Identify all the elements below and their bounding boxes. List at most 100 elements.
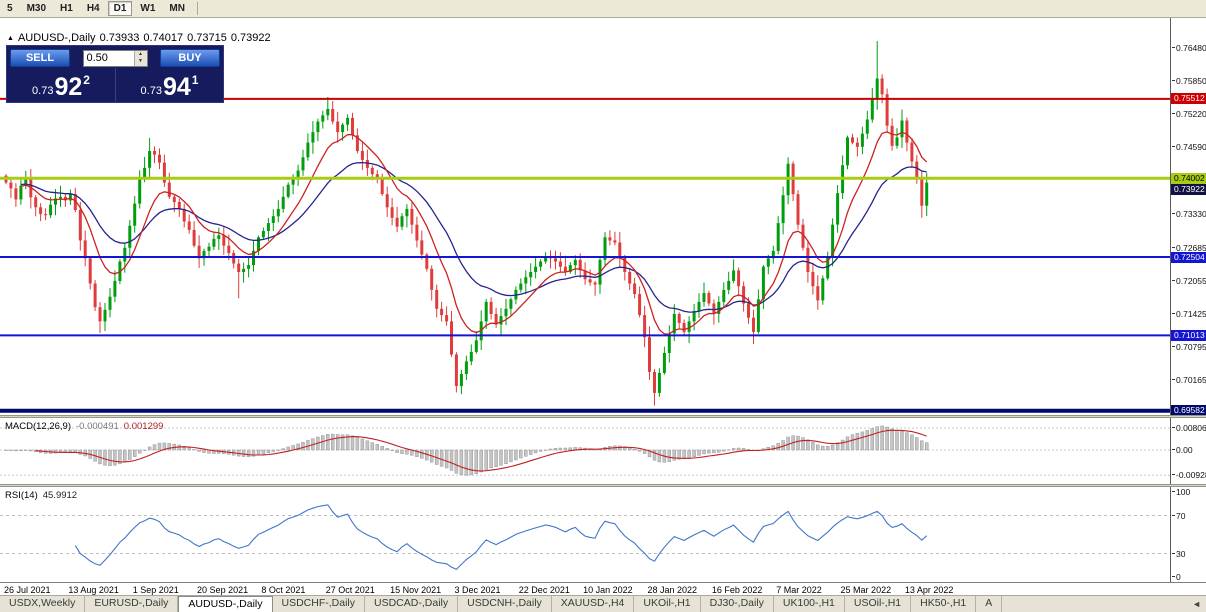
rsi-axis: 100 70 30 0	[1170, 487, 1206, 582]
timeframe-button-5[interactable]: 5	[1, 1, 19, 16]
chart-tab-audusd-daily[interactable]: AUDUSD-,Daily	[178, 596, 273, 612]
price-tick-label: 0.75220	[1172, 109, 1206, 119]
macd-axis: 0.00806 0.00 -0.00928	[1170, 418, 1206, 484]
sell-price-prefix: 0.73	[32, 85, 54, 97]
chart-tab-eurusd-daily[interactable]: EURUSD-,Daily	[85, 596, 179, 612]
chart-title: ▲ AUDUSD-,Daily 0.73933 0.74017 0.73715 0.739…	[7, 32, 271, 44]
date-axis-label: 13 Aug 2021	[68, 585, 119, 595]
rsi-value: 45.9912	[42, 490, 78, 501]
date-axis-label: 15 Nov 2021	[390, 585, 442, 595]
date-axis-label: 25 Mar 2022	[840, 585, 892, 595]
ohlc-open: 0.73933	[99, 32, 140, 44]
timeframe-button-h4[interactable]: H4	[81, 1, 106, 16]
date-axis[interactable]: 26 Jul 2021 13 Aug 2021 1 Sep 2021 20 Sep 2…	[0, 582, 1206, 595]
chart-symbol-period: AUDUSD-,Daily	[17, 32, 96, 44]
buy-price-quote[interactable]: 0.73 94 1	[115, 68, 223, 102]
toolbar-separator	[196, 2, 198, 15]
date-axis-label: 8 Oct 2021	[261, 585, 306, 595]
macd-name: MACD(12,26,9)	[5, 421, 71, 432]
rsi-indicator-label: RSI(14) 45.9912	[5, 490, 77, 501]
timeframe-button-mn[interactable]: MN	[163, 1, 191, 16]
macd-axis-label: 0.00	[1172, 445, 1193, 455]
one-click-collapse-icon[interactable]: ▲	[7, 35, 14, 42]
timeframe-button-h1[interactable]: H1	[54, 1, 79, 16]
chart-tab-usdx-weekly[interactable]: USDX,Weekly	[0, 596, 86, 612]
date-axis-label: 3 Dec 2021	[454, 585, 501, 595]
date-axis-label: 1 Sep 2021	[132, 585, 179, 595]
date-axis-label: 20 Sep 2021	[197, 585, 249, 595]
buy-price-big: 94	[162, 73, 191, 101]
panel-splitter[interactable]	[0, 484, 1206, 487]
tab-scroll-left-button[interactable]: ◄	[1190, 599, 1203, 609]
price-tick-label: 0.71425	[1172, 309, 1206, 319]
macd-axis-label: -0.00928	[1172, 470, 1206, 480]
price-tick-label: 0.73330	[1172, 209, 1206, 219]
rsi-panel-canvas[interactable]	[0, 487, 1170, 582]
date-axis-label: 10 Jan 2022	[583, 585, 633, 595]
panel-splitter[interactable]	[0, 415, 1206, 418]
one-click-trading-panel: SELL ▲ ▼ BUY 0.73 92 2 0.73 94 1	[6, 45, 224, 103]
sell-price-sup: 2	[83, 73, 90, 87]
chart-tab-usdcnh-daily[interactable]: USDCNH-,Daily	[458, 596, 552, 612]
chart-tab-a[interactable]: A	[976, 596, 1003, 612]
date-axis-label: 16 Feb 2022	[711, 585, 763, 595]
price-axis[interactable]: 0.76480 0.75850 0.75220 0.74590 0.73330 0.726…	[1170, 18, 1206, 417]
price-tick-label: 0.75850	[1172, 76, 1206, 86]
timeframe-button-d1[interactable]: D1	[107, 1, 133, 16]
ohlc-low: 0.73715	[187, 32, 227, 44]
price-tick-label: 0.74590	[1172, 142, 1206, 152]
volume-control: ▲ ▼	[82, 49, 148, 67]
date-axis-label: 7 Mar 2022	[776, 585, 822, 595]
bid-price-badge: 0.73922	[1171, 184, 1206, 196]
timeframe-toolbar: 5 M30 H1 H4 D1 W1 MN	[0, 0, 1206, 18]
chart-window[interactable]: ▲ AUDUSD-,Daily 0.73933 0.74017 0.73715 0.739…	[0, 18, 1206, 582]
date-axis-label: 26 Jul 2021	[4, 585, 51, 595]
volume-increase-button[interactable]: ▲	[134, 50, 147, 58]
chart-tab-usoil-h1[interactable]: USOil-,H1	[845, 596, 912, 612]
chart-tabs-bar: USDX,Weekly EURUSD-,Daily AUDUSD-,Daily USD…	[0, 595, 1206, 612]
price-tick-label: 0.76480	[1172, 43, 1206, 53]
buy-price-prefix: 0.73	[140, 85, 162, 97]
timeframe-button-m30[interactable]: M30	[21, 1, 52, 16]
volume-input[interactable]	[83, 50, 134, 66]
price-tick-label: 0.72055	[1172, 276, 1206, 286]
buy-price-sup: 1	[191, 73, 199, 87]
price-line-badge: 0.72504	[1171, 251, 1206, 263]
price-tick-label: 0.72685	[1172, 243, 1206, 253]
price-tick-label: 0.70165	[1172, 375, 1206, 385]
price-line-badge: 0.74002	[1171, 172, 1206, 184]
rsi-axis-label: 0	[1172, 572, 1181, 582]
chart-tab-dj30-daily[interactable]: DJ30-,Daily	[701, 596, 774, 612]
chart-tab-uk100-h1[interactable]: UK100-,H1	[774, 596, 845, 612]
rsi-name: RSI(14)	[5, 490, 38, 501]
volume-spinner: ▲ ▼	[133, 50, 147, 66]
rsi-axis-label: 70	[1172, 511, 1185, 521]
volume-decrease-button[interactable]: ▼	[134, 58, 147, 66]
chart-tab-xauusd-h4[interactable]: XAUUSD-,H4	[552, 596, 635, 612]
macd-panel-canvas[interactable]	[0, 418, 1170, 484]
price-tick-label: 0.70795	[1172, 342, 1206, 352]
ohlc-close: 0.73922	[230, 32, 271, 44]
chart-tab-ukoil-h1[interactable]: UKOil-,H1	[634, 596, 701, 612]
date-axis-label: 27 Oct 2021	[325, 585, 375, 595]
price-line-badge: 0.75512	[1171, 93, 1206, 105]
sell-price-quote[interactable]: 0.73 92 2	[7, 68, 115, 102]
chart-tab-usdcad-daily[interactable]: USDCAD-,Daily	[365, 596, 459, 612]
price-line-badge: 0.69582	[1171, 405, 1206, 417]
sell-button[interactable]: SELL	[10, 49, 70, 67]
date-axis-label: 22 Dec 2021	[518, 585, 570, 595]
buy-button[interactable]: BUY	[160, 49, 220, 67]
rsi-axis-label: 30	[1172, 549, 1185, 559]
chart-tab-usdchf-daily[interactable]: USDCHF-,Daily	[273, 596, 366, 612]
price-line-badge: 0.71013	[1171, 329, 1206, 341]
macd-axis-label: 0.00806	[1172, 423, 1206, 433]
ohlc-high: 0.74017	[143, 32, 184, 44]
timeframe-button-w1[interactable]: W1	[134, 1, 161, 16]
macd-signal-value: 0.001299	[123, 421, 164, 432]
date-axis-label: 13 Apr 2022	[904, 585, 954, 595]
chart-tab-hk50-h1[interactable]: HK50-,H1	[911, 596, 977, 612]
date-axis-label: 28 Jan 2022	[647, 585, 698, 595]
sell-price-big: 92	[54, 73, 83, 101]
rsi-axis-label: 100	[1172, 487, 1190, 497]
macd-main-value: -0.000491	[76, 421, 119, 432]
